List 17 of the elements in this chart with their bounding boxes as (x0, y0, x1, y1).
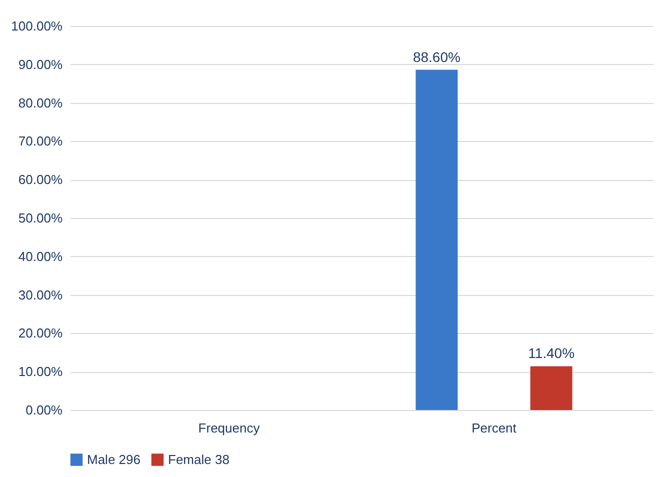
data-label: 88.60% (412, 48, 460, 65)
x-tick-label: Percent (472, 420, 517, 436)
legend-label: Male 296 (87, 452, 140, 467)
y-tick-label: 90.00% (18, 56, 63, 72)
y-tick-label: 80.00% (18, 95, 63, 110)
y-tick-label: 50.00% (18, 210, 63, 226)
y-tick-label: 0.00% (26, 402, 63, 418)
y-tick-label: 100.00% (11, 18, 63, 34)
y-tick-label: 30.00% (18, 287, 63, 302)
y-tick-label: 70.00% (18, 134, 63, 149)
legend-label: Female 38 (168, 452, 230, 467)
x-tick-label: Frequency (198, 420, 260, 436)
y-tick-label: 10.00% (18, 364, 63, 380)
y-tick-label: 60.00% (18, 172, 63, 188)
y-tick-label: 40.00% (18, 248, 63, 264)
data-label: 11.40% (528, 345, 575, 362)
y-tick-label: 20.00% (18, 326, 63, 341)
